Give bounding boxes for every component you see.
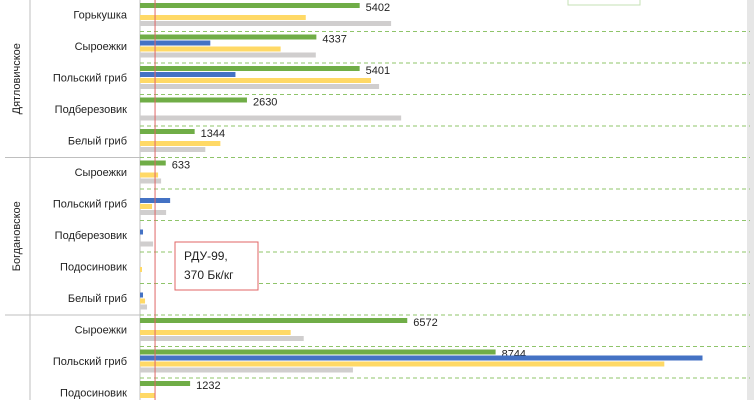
data-label: 1232 xyxy=(196,380,220,392)
bar xyxy=(140,361,665,367)
bar xyxy=(140,66,360,71)
data-label: 5402 xyxy=(366,2,390,14)
category-label: Подберезовик xyxy=(55,230,128,242)
annotation-text: РДУ-99, xyxy=(184,249,228,263)
bar xyxy=(140,330,291,335)
bar xyxy=(140,241,154,247)
bar xyxy=(140,292,144,298)
bar xyxy=(140,336,304,341)
bar xyxy=(140,3,360,8)
bar xyxy=(140,210,167,215)
category-label: Подосиновик xyxy=(60,262,127,274)
bar xyxy=(140,84,380,89)
bar xyxy=(140,393,156,398)
bar xyxy=(140,304,148,310)
bar xyxy=(140,78,372,83)
bar xyxy=(140,97,247,103)
bar xyxy=(140,267,142,272)
bar xyxy=(140,21,392,26)
bar xyxy=(140,40,211,46)
bar xyxy=(140,52,316,58)
category-label: Подберезовик xyxy=(55,104,128,116)
annotation-box xyxy=(174,241,259,291)
bar xyxy=(140,129,195,134)
category-label: Подосиновик xyxy=(60,388,127,400)
bar xyxy=(140,46,281,52)
bar xyxy=(140,178,162,184)
category-label: Польский гриб xyxy=(53,356,127,368)
group-label: Богдановское xyxy=(11,201,23,271)
scrollbar[interactable] xyxy=(747,0,754,400)
bar xyxy=(140,355,703,361)
category-label: Горькушка xyxy=(73,10,128,22)
data-label: 4337 xyxy=(322,33,346,45)
bar xyxy=(140,72,236,77)
category-label: Сыроежки xyxy=(75,325,127,337)
bar xyxy=(140,204,153,209)
category-label: Белый гриб xyxy=(68,136,127,148)
data-label: 633 xyxy=(172,159,190,171)
category-label: Сыроежки xyxy=(75,167,127,179)
bar xyxy=(140,115,402,121)
category-label: Сыроежки xyxy=(75,41,127,53)
bar xyxy=(140,349,496,355)
category-label: Польский гриб xyxy=(53,199,127,211)
bar xyxy=(140,160,166,166)
category-label: Белый гриб xyxy=(68,293,127,305)
data-label: 5401 xyxy=(366,65,390,77)
legend-box xyxy=(567,0,641,6)
bar xyxy=(140,318,408,323)
bar xyxy=(140,172,159,178)
data-label: 6572 xyxy=(413,317,437,329)
bar xyxy=(140,298,146,304)
bar xyxy=(140,229,144,235)
annotation-text: 370 Бк/кг xyxy=(184,268,234,282)
group-label: Дятловичское xyxy=(11,43,23,114)
data-label: 2630 xyxy=(253,96,277,108)
bar xyxy=(140,381,191,386)
bar xyxy=(140,147,206,152)
bar xyxy=(140,15,306,20)
category-label: Польский гриб xyxy=(53,73,127,85)
data-label: 1344 xyxy=(201,128,225,140)
bar xyxy=(140,367,353,373)
bar xyxy=(140,141,221,146)
bar xyxy=(140,34,317,40)
